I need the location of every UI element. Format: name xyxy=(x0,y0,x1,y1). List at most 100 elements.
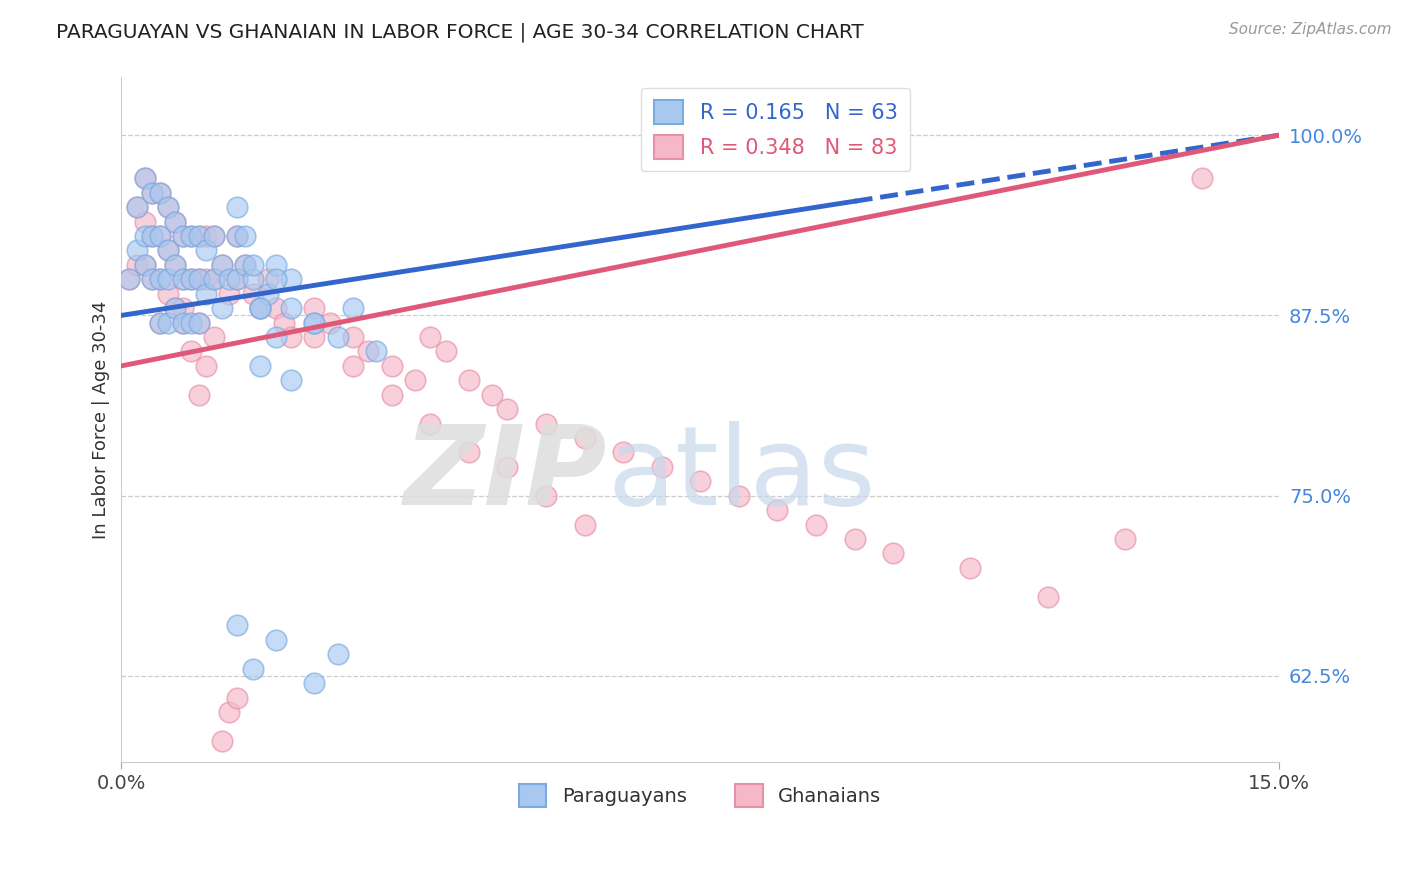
Point xyxy=(257,272,280,286)
Point xyxy=(264,632,287,647)
Point xyxy=(1036,590,1059,604)
Point xyxy=(257,286,280,301)
Point xyxy=(195,272,218,286)
Point xyxy=(165,301,187,315)
Point xyxy=(264,301,287,315)
Point xyxy=(226,690,249,705)
Point xyxy=(249,301,271,315)
Point xyxy=(273,316,295,330)
Point xyxy=(202,229,225,244)
Point xyxy=(172,229,194,244)
Point xyxy=(457,373,479,387)
Point xyxy=(134,258,156,272)
Point xyxy=(149,272,172,286)
Point xyxy=(202,330,225,344)
Point xyxy=(125,258,148,272)
Point xyxy=(134,214,156,228)
Point xyxy=(141,272,163,286)
Point xyxy=(172,301,194,315)
Point xyxy=(165,214,187,228)
Point xyxy=(457,445,479,459)
Point xyxy=(141,229,163,244)
Point xyxy=(149,229,172,244)
Point xyxy=(496,459,519,474)
Point xyxy=(156,316,179,330)
Point xyxy=(218,286,240,301)
Point xyxy=(226,272,249,286)
Point xyxy=(366,344,388,359)
Point xyxy=(180,272,202,286)
Point xyxy=(496,402,519,417)
Point xyxy=(134,171,156,186)
Point xyxy=(304,301,326,315)
Text: Source: ZipAtlas.com: Source: ZipAtlas.com xyxy=(1229,22,1392,37)
Point xyxy=(264,258,287,272)
Point xyxy=(187,272,209,286)
Point xyxy=(226,272,249,286)
Point xyxy=(195,244,218,258)
Point xyxy=(118,272,141,286)
Point xyxy=(195,286,218,301)
Point xyxy=(180,229,202,244)
Point xyxy=(280,330,302,344)
Point xyxy=(249,359,271,373)
Point xyxy=(195,229,218,244)
Point xyxy=(180,344,202,359)
Point xyxy=(141,229,163,244)
Point xyxy=(187,272,209,286)
Point xyxy=(1114,532,1136,546)
Point xyxy=(156,272,179,286)
Point xyxy=(242,258,264,272)
Point xyxy=(226,200,249,214)
Point xyxy=(218,705,240,719)
Point xyxy=(172,316,194,330)
Point xyxy=(165,301,187,315)
Point xyxy=(202,272,225,286)
Point xyxy=(156,200,179,214)
Point xyxy=(172,272,194,286)
Point xyxy=(326,648,349,662)
Point xyxy=(882,546,904,560)
Point xyxy=(187,229,209,244)
Point xyxy=(404,373,426,387)
Point xyxy=(689,475,711,489)
Point xyxy=(226,618,249,632)
Point xyxy=(172,316,194,330)
Point xyxy=(134,258,156,272)
Point xyxy=(125,244,148,258)
Point xyxy=(534,417,557,431)
Point xyxy=(180,272,202,286)
Point xyxy=(381,359,404,373)
Point xyxy=(149,186,172,200)
Point xyxy=(728,489,751,503)
Point xyxy=(134,229,156,244)
Point xyxy=(149,272,172,286)
Point xyxy=(534,489,557,503)
Point xyxy=(264,272,287,286)
Point xyxy=(180,316,202,330)
Y-axis label: In Labor Force | Age 30-34: In Labor Force | Age 30-34 xyxy=(93,301,110,539)
Point xyxy=(481,388,503,402)
Point xyxy=(172,229,194,244)
Point xyxy=(226,229,249,244)
Point xyxy=(319,316,342,330)
Text: PARAGUAYAN VS GHANAIAN IN LABOR FORCE | AGE 30-34 CORRELATION CHART: PARAGUAYAN VS GHANAIAN IN LABOR FORCE | … xyxy=(56,22,865,42)
Point xyxy=(149,316,172,330)
Point xyxy=(844,532,866,546)
Point xyxy=(165,258,187,272)
Point xyxy=(180,229,202,244)
Point xyxy=(419,417,441,431)
Point xyxy=(766,503,789,517)
Point xyxy=(156,200,179,214)
Point xyxy=(134,171,156,186)
Point xyxy=(304,316,326,330)
Point xyxy=(141,186,163,200)
Legend: Paraguayans, Ghanaians: Paraguayans, Ghanaians xyxy=(512,776,889,814)
Point xyxy=(242,662,264,676)
Point xyxy=(264,330,287,344)
Point xyxy=(959,561,981,575)
Point xyxy=(195,359,218,373)
Point xyxy=(141,272,163,286)
Point xyxy=(187,229,209,244)
Point xyxy=(165,214,187,228)
